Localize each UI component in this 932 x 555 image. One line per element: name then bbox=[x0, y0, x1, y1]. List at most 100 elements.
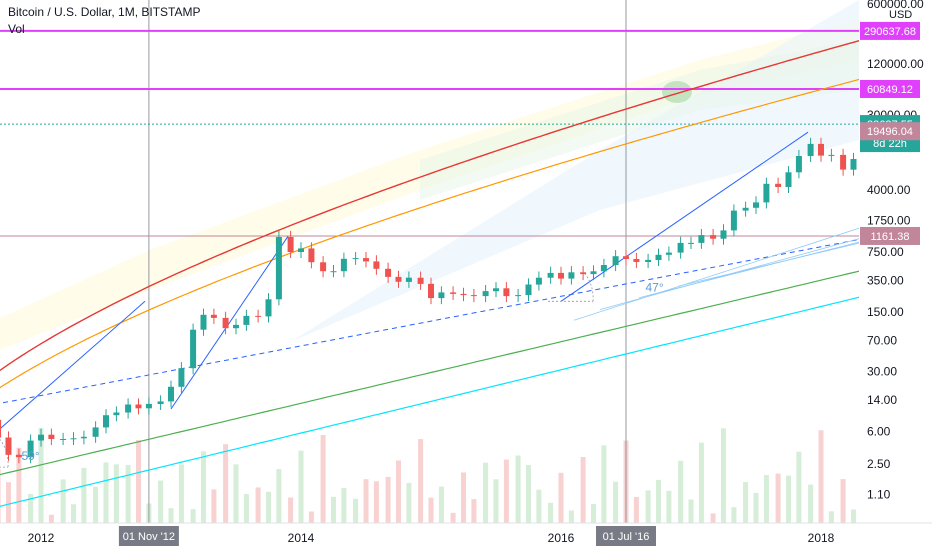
volume-bar bbox=[503, 459, 509, 523]
price-axis-tick: 70.00 bbox=[867, 333, 897, 347]
candle-body bbox=[308, 248, 315, 263]
fan-line bbox=[599, 218, 932, 310]
candle-body bbox=[623, 256, 629, 259]
candle-body bbox=[168, 386, 174, 402]
candle-body bbox=[795, 156, 802, 173]
volume-bar bbox=[428, 497, 434, 523]
volume-bar bbox=[28, 493, 34, 523]
volume-bar bbox=[6, 482, 11, 523]
volume-bar bbox=[331, 496, 336, 523]
price-tag-label: 290637.68 bbox=[864, 26, 916, 38]
candle-body bbox=[665, 252, 672, 255]
volume-bar bbox=[60, 479, 66, 523]
volume-bar bbox=[406, 482, 412, 523]
candle-body bbox=[70, 438, 77, 440]
top-arc-red bbox=[0, 19, 932, 372]
candle-body bbox=[688, 242, 694, 244]
volume-bar bbox=[438, 486, 444, 523]
volume-bar bbox=[211, 489, 217, 523]
candle-body bbox=[60, 439, 67, 440]
candle-body bbox=[352, 258, 359, 260]
volume-bar bbox=[0, 468, 1, 523]
candle-body bbox=[503, 288, 510, 297]
volume-bar bbox=[201, 451, 206, 523]
volume-bar bbox=[113, 464, 119, 523]
candle-body bbox=[210, 314, 217, 318]
candle-body bbox=[775, 183, 782, 187]
candle-body bbox=[785, 172, 792, 187]
volume-bar bbox=[190, 509, 196, 523]
candle-body bbox=[580, 272, 587, 275]
candle-body bbox=[0, 419, 2, 438]
volume-bar bbox=[298, 450, 304, 523]
volume-bar bbox=[753, 492, 759, 523]
candle-body bbox=[200, 314, 207, 330]
fan-line bbox=[573, 204, 932, 321]
volume-bar bbox=[678, 460, 684, 523]
volume-bar bbox=[580, 457, 586, 523]
candle-body bbox=[720, 230, 727, 239]
price-tag-box bbox=[860, 226, 920, 245]
volume-bar bbox=[243, 494, 249, 523]
candle-body bbox=[515, 295, 522, 297]
price-axis-tick: 600000.00 bbox=[867, 0, 924, 11]
fan-line bbox=[677, 225, 932, 287]
candle-body bbox=[395, 276, 402, 282]
candle-body bbox=[233, 324, 239, 329]
price-axis-tick: 14.00 bbox=[867, 393, 897, 407]
volume-bar bbox=[666, 490, 672, 523]
candle-body bbox=[373, 261, 380, 269]
volume-bar bbox=[808, 484, 814, 523]
target-band bbox=[420, 40, 859, 200]
price-axis-tick: 1750.00 bbox=[867, 214, 911, 228]
candle-body bbox=[818, 143, 824, 156]
volume-bar bbox=[178, 464, 184, 523]
candle-body bbox=[655, 254, 662, 260]
price-tag-label: 1161.38 bbox=[871, 231, 910, 243]
log-curve-cyan bbox=[0, 278, 932, 507]
price-axis-tick: 4000.00 bbox=[867, 183, 911, 197]
volume-bar bbox=[125, 464, 131, 523]
crosshair-date-label: 01 Nov '12 bbox=[123, 531, 175, 543]
volume-bar bbox=[591, 504, 596, 523]
price-axis-tick: 1.10 bbox=[867, 488, 891, 502]
candle-body bbox=[103, 415, 109, 428]
volume-bar bbox=[710, 513, 716, 523]
trend-line bbox=[170, 236, 289, 410]
volume-bar bbox=[320, 435, 326, 523]
angle-arc bbox=[548, 271, 594, 302]
candle-body bbox=[828, 154, 835, 156]
candle-body bbox=[27, 440, 34, 458]
candle-body bbox=[600, 265, 607, 272]
candle-body bbox=[178, 368, 185, 387]
volume-bar bbox=[385, 476, 391, 523]
candle-body bbox=[363, 258, 369, 262]
candle-body bbox=[15, 454, 22, 458]
price-axis-tick: 120000.00 bbox=[867, 57, 924, 71]
candle-body bbox=[385, 268, 392, 277]
volume-bar bbox=[288, 497, 294, 523]
candle-body bbox=[482, 291, 489, 297]
volume-bar bbox=[526, 465, 531, 523]
volume-bar bbox=[536, 489, 542, 523]
volume-bar bbox=[418, 439, 424, 523]
volume-bar bbox=[71, 504, 76, 523]
volume-bar bbox=[341, 488, 347, 523]
volume-bar bbox=[136, 440, 141, 523]
candle-body bbox=[417, 277, 424, 284]
candle-body bbox=[645, 259, 652, 262]
volume-bar bbox=[568, 510, 574, 523]
angle-label: 47° bbox=[646, 281, 664, 295]
candle-body bbox=[125, 404, 132, 413]
candle-body bbox=[190, 329, 197, 369]
candle-body bbox=[145, 403, 152, 409]
candle-body bbox=[438, 292, 445, 299]
volume-bar bbox=[558, 472, 564, 523]
candle-body bbox=[255, 315, 262, 317]
candle-body bbox=[807, 143, 814, 156]
price-axis-tick: 750.00 bbox=[867, 245, 904, 259]
candle-body bbox=[612, 256, 619, 265]
candle-body bbox=[568, 272, 575, 279]
